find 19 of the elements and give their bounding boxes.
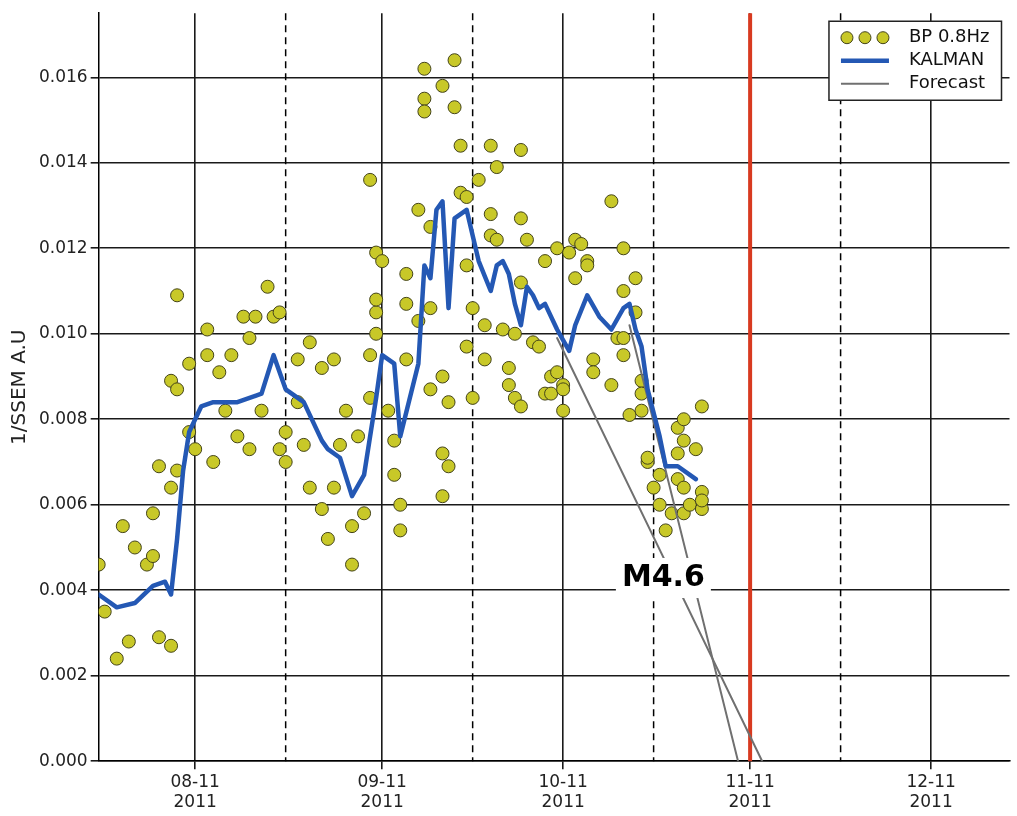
annotation: M4.6 xyxy=(621,557,705,593)
legend-label: KALMAN xyxy=(908,48,985,70)
legend-label: Forecast xyxy=(908,71,986,93)
y-tick-label: 0.012 xyxy=(39,236,88,257)
y-tick-label: 0.014 xyxy=(39,151,88,172)
y-tick-label: 0.002 xyxy=(39,664,88,685)
y-tick-label: 0.010 xyxy=(39,322,88,343)
x-tick-label: 12-11 2011 xyxy=(906,770,956,812)
y-tick-label: 0.016 xyxy=(39,65,88,86)
legend-label: BP 0.8Hz xyxy=(908,25,990,47)
y-tick-label: 0.000 xyxy=(39,749,88,770)
x-tick-label: 08-11 2011 xyxy=(170,770,220,812)
y-tick-label: 0.004 xyxy=(39,578,88,599)
x-tick-label: 11-11 2011 xyxy=(725,770,775,812)
y-tick-label: 0.006 xyxy=(39,493,88,514)
y-axis-title: 1/SSEM A.U xyxy=(6,329,31,445)
y-tick-label: 0.008 xyxy=(39,407,88,428)
x-tick-label: 10-11 2011 xyxy=(538,770,588,812)
x-tick-label: 09-11 2011 xyxy=(357,770,407,812)
